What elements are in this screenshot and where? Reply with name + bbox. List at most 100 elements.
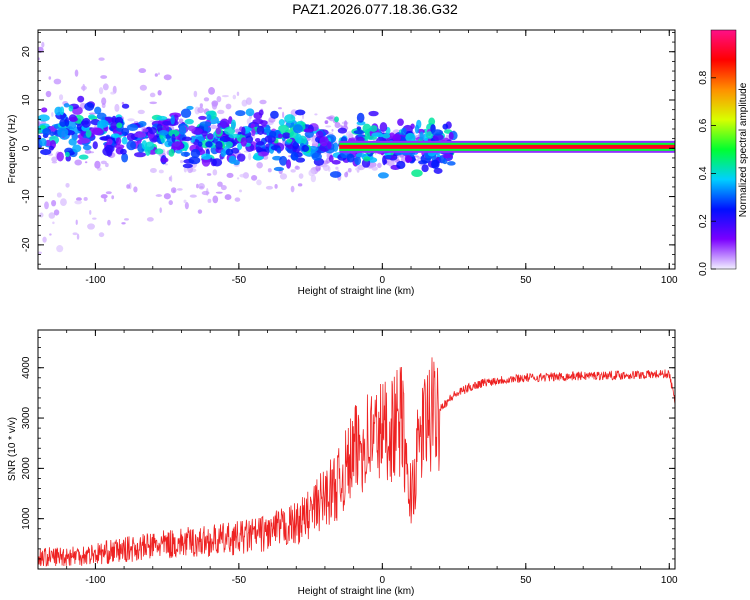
spectrogram-cell — [315, 164, 321, 172]
spectrogram-cell — [100, 75, 108, 79]
spectrogram-cell — [228, 155, 237, 165]
spectrogram-cell — [292, 141, 300, 150]
spectrogram-cell — [138, 68, 147, 74]
spectrogram-cell — [353, 130, 366, 135]
spectrogram-cell — [150, 167, 157, 174]
spectrogram-cell — [308, 169, 315, 177]
spectrogram-cell — [235, 110, 246, 117]
spectrogram-cell — [97, 119, 109, 128]
spectrogram-cell — [277, 133, 283, 139]
spectrogram-cell — [246, 118, 251, 125]
colorbar-tick-label: 0.8 — [698, 70, 709, 84]
spectrogram-cell — [126, 123, 139, 131]
spectrogram-cell — [314, 113, 318, 116]
spectrogram-cell — [112, 85, 117, 94]
spectrogram-cell — [164, 163, 168, 166]
spectrogram-cell — [322, 164, 330, 172]
spectrogram-cell — [77, 95, 85, 103]
spectrogram-cell — [236, 91, 240, 97]
spectrogram-cell — [168, 129, 180, 137]
spectrogram-cell — [155, 194, 163, 197]
spectrogram-cell — [110, 121, 118, 129]
spectrogram-cell — [405, 132, 416, 142]
spectrogram-cell — [217, 181, 223, 187]
spectrogram-cell — [84, 149, 92, 154]
spectrogram-cell — [48, 212, 56, 219]
spectrogram-cell — [65, 182, 70, 188]
spectrogram-cell — [295, 133, 302, 144]
spectrogram-cell — [58, 94, 64, 101]
spectrogram-cell — [201, 190, 210, 196]
spectrogram-cell — [335, 166, 339, 170]
x-tick-label: 0 — [380, 575, 386, 586]
spectrogram-cell — [76, 233, 80, 240]
spectrogram-cell — [421, 164, 429, 173]
spectrogram-cell — [284, 114, 296, 124]
spectrogram-cell — [362, 123, 372, 134]
spectrogram-cell — [344, 171, 349, 178]
y-tick-label: -20 — [21, 237, 32, 252]
spectrogram-cell — [103, 198, 107, 203]
spectrogram-cell — [220, 184, 227, 191]
spectrogram-cell — [212, 169, 218, 176]
spectrogram-cell — [431, 129, 444, 136]
spectrogram-cell — [88, 114, 96, 119]
spectrogram-cell — [290, 185, 295, 193]
spectrogram-cell — [241, 126, 246, 136]
spectrogram-cell — [183, 199, 187, 204]
spectrogram-cell — [225, 103, 232, 110]
spectrogram-cell — [181, 136, 192, 142]
spectrogram-cell — [188, 156, 201, 165]
spectrogram-cell — [78, 154, 89, 160]
spectrogram-cell — [405, 155, 411, 164]
spectrogram-cell — [401, 127, 407, 136]
spectrogram-cell — [121, 127, 130, 136]
spectrogram-cell — [260, 120, 268, 126]
spectrogram-cell — [48, 76, 52, 80]
spectrogram-cell — [92, 141, 98, 150]
spectrogram-cell — [212, 195, 219, 204]
spectrogram-cell — [297, 183, 303, 187]
spectrogram-cell — [230, 119, 237, 129]
spectrogram-cell — [105, 191, 112, 195]
spectrogram-cell — [225, 148, 234, 156]
spectrogram-cell — [84, 102, 95, 111]
spectrogram-cell — [219, 118, 230, 129]
spectrogram-cell — [236, 177, 240, 180]
colorbar-tick-label: 0.6 — [698, 118, 709, 132]
spectrogram-cell — [273, 166, 285, 172]
spectrogram-cell — [74, 69, 79, 77]
x-tick-label: -100 — [85, 575, 105, 586]
spectrogram-cell — [105, 162, 109, 168]
spectrogram-cell — [239, 189, 242, 193]
spectrogram-cell — [40, 148, 52, 156]
spectrogram-cell — [240, 137, 247, 147]
spectrogram-cell — [170, 187, 177, 194]
spectrogram-cell — [215, 127, 222, 135]
spectrogram-cell — [170, 175, 173, 183]
spectrogram-cell — [201, 153, 212, 160]
spectrogram-cell — [448, 132, 454, 140]
spectrogram-cell — [415, 158, 420, 162]
spectrogram-cell — [53, 78, 62, 85]
spectrogram-cell — [54, 106, 62, 116]
spectrogram-cell — [326, 141, 332, 150]
spectrogram-cell — [133, 186, 138, 193]
spectrogram-cell — [301, 145, 310, 153]
spectrogram-cell — [256, 161, 263, 169]
spectrogram-cell — [82, 144, 92, 151]
spectrogram-cell — [156, 123, 163, 132]
spectrogram-cell — [329, 171, 342, 178]
spectrogram-cell — [158, 169, 164, 174]
y-tick-label: 2000 — [21, 457, 32, 480]
spectrogram-cell — [282, 111, 285, 119]
snr-y-label: SNR (10 * v/v) — [7, 417, 18, 481]
spectrogram-cell — [56, 192, 62, 198]
spectrogram-cell — [371, 132, 384, 138]
y-tick-label: 0 — [21, 145, 32, 151]
colorbar-label: Normalized spectral amplitude — [738, 82, 749, 217]
x-tick-label: 50 — [520, 575, 532, 586]
snr-series-line — [38, 357, 675, 567]
spectrogram-cell — [114, 144, 125, 149]
spectrogram-cell — [216, 95, 222, 103]
